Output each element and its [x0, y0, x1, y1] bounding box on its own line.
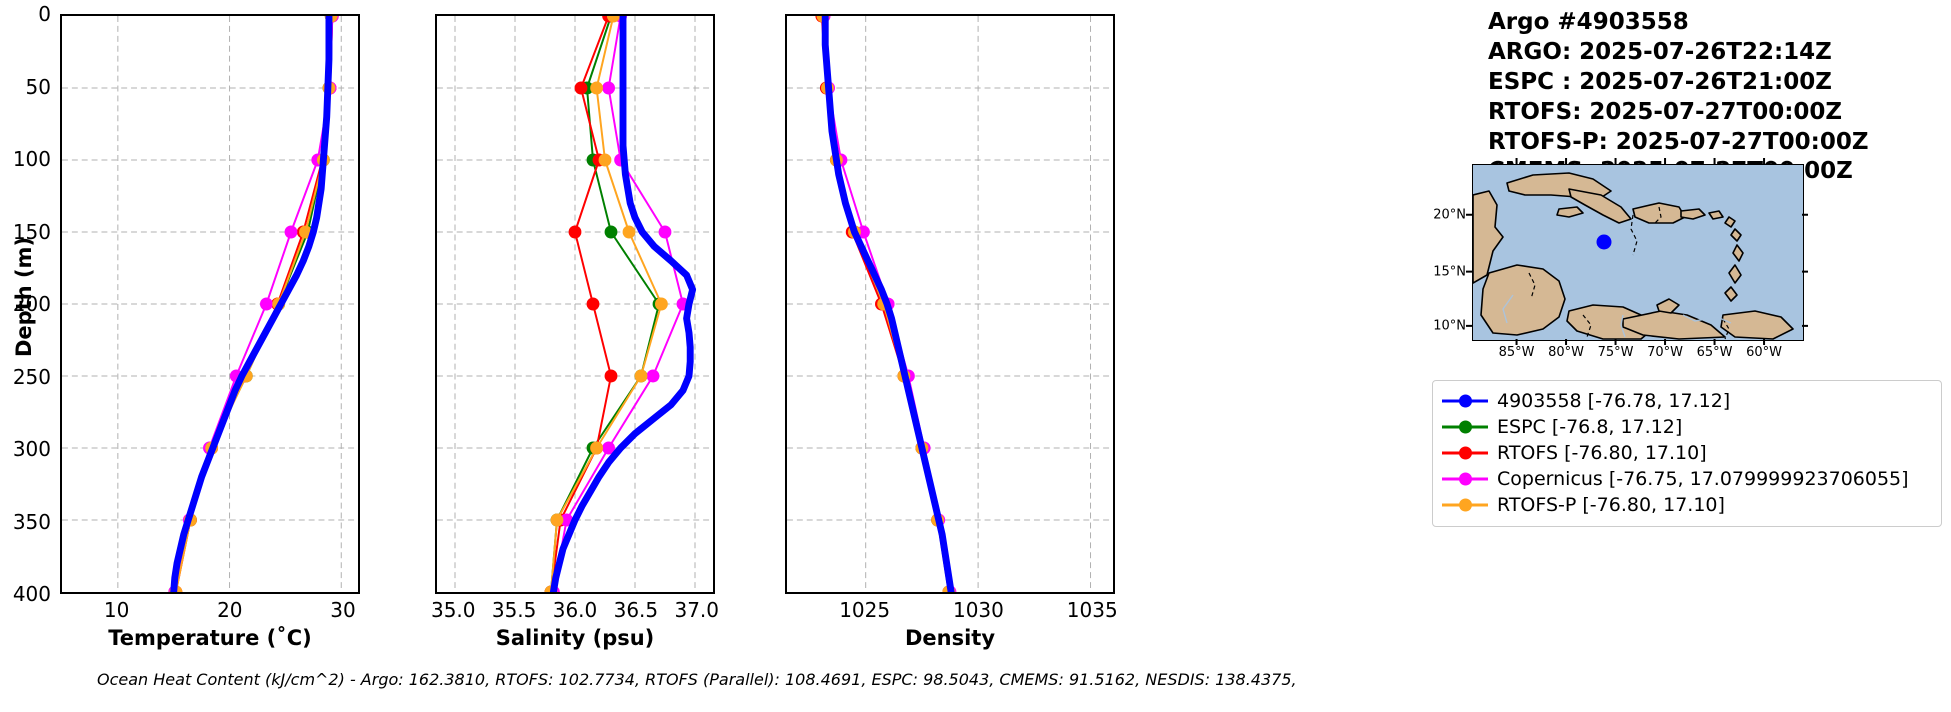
- map-borders: [1528, 206, 1730, 340]
- x-tick-label: 1035: [1066, 598, 1118, 622]
- map-lat-label: 10°N: [1433, 318, 1466, 334]
- data-point: [574, 81, 588, 95]
- data-point: [602, 81, 616, 95]
- map-lon-label: 80°W: [1548, 345, 1584, 360]
- data-point: [586, 297, 600, 311]
- data-point: [646, 369, 660, 383]
- legend-swatch-icon: [1442, 444, 1488, 462]
- legend-dot: [1459, 394, 1472, 408]
- header-line-1: ARGO: 2025-07-26T22:14Z: [1488, 38, 1832, 65]
- data-point: [598, 153, 612, 167]
- data-point: [560, 513, 574, 527]
- series-4903558: [821, 16, 955, 592]
- legend-dot: [1459, 472, 1472, 486]
- data-point: [857, 225, 870, 239]
- data-point: [606, 16, 620, 23]
- legend-label: 4903558 [-76.78, 17.12]: [1497, 390, 1731, 412]
- map-tick-marks: [1466, 158, 1808, 345]
- legend-item[interactable]: RTOFS-P [-76.80, 17.10]: [1442, 492, 1932, 518]
- legend-item[interactable]: Copernicus [-76.75, 17.079999923706055]: [1442, 466, 1932, 492]
- header-line-0: Argo #4903558: [1488, 9, 1689, 35]
- series-4903558: [170, 16, 333, 592]
- legend-dot: [1459, 446, 1472, 460]
- data-point: [602, 441, 616, 455]
- y-tick-label: 350: [12, 509, 51, 534]
- x-tick-label: 36.0: [552, 598, 598, 622]
- y-tick-label: 0: [38, 2, 51, 26]
- salinity-panel: [435, 14, 715, 594]
- temperature-plot-area: [62, 16, 358, 592]
- legend-swatch-icon: [1442, 470, 1488, 488]
- legend-label: RTOFS-P [-76.80, 17.10]: [1497, 494, 1725, 516]
- data-point: [550, 513, 564, 527]
- data-point: [604, 225, 618, 239]
- header-line-3: RTOFS: 2025-07-27T00:00Z: [1488, 98, 1843, 125]
- map-landmasses: [1473, 172, 1794, 340]
- legend-swatch-icon: [1442, 392, 1488, 410]
- map-rivers: [1502, 294, 1732, 338]
- map-lon-label: 85°W: [1498, 345, 1535, 360]
- data-point: [604, 369, 618, 383]
- map-lon-label: 60°W: [1746, 345, 1782, 360]
- x-tick-label: 35.0: [430, 598, 476, 622]
- legend-dot: [1459, 498, 1472, 512]
- y-tick-label: 400: [12, 582, 51, 606]
- map-lon-label: 70°W: [1647, 345, 1683, 360]
- header-line-2: ESPC : 2025-07-26T21:00Z: [1488, 68, 1832, 95]
- x-axis-title: Temperature (˚C): [108, 626, 312, 650]
- header-line-4: RTOFS-P: 2025-07-27T00:00Z: [1488, 128, 1869, 155]
- legend-item[interactable]: RTOFS [-76.80, 17.10]: [1442, 440, 1932, 466]
- legend-label: Copernicus [-76.75, 17.079999923706055]: [1497, 468, 1909, 490]
- series-legend: 4903558 [-76.78, 17.12] ESPC [-76.8, 17.1…: [1432, 380, 1942, 527]
- data-point: [654, 297, 668, 311]
- density-plot-area: [787, 16, 1113, 592]
- legend-item[interactable]: 4903558 [-76.78, 17.12]: [1442, 388, 1932, 414]
- map-lat-label: 20°N: [1433, 207, 1466, 223]
- x-tick-label: 30: [330, 598, 356, 622]
- x-tick-label: 36.5: [613, 598, 659, 622]
- x-tick-label: 35.5: [491, 598, 537, 622]
- x-tick-label: 1030: [952, 598, 1004, 622]
- map-lon-label: 75°W: [1597, 345, 1634, 360]
- data-point: [284, 225, 298, 239]
- data-point: [568, 225, 582, 239]
- x-tick-label: 37.0: [674, 598, 719, 622]
- data-point: [259, 297, 273, 311]
- y-tick-label: 50: [25, 74, 51, 99]
- map-lon-label: 65°W: [1696, 345, 1733, 360]
- x-tick-label: 20: [217, 598, 243, 622]
- data-point: [590, 441, 604, 455]
- x-tick-label: 10: [103, 598, 130, 622]
- grid-lines: [62, 16, 358, 592]
- temperature-panel: [60, 14, 360, 594]
- legend-swatch-icon: [1442, 418, 1488, 436]
- x-axis-title: Salinity (psu): [495, 626, 655, 650]
- y-tick-label: 200: [12, 292, 51, 316]
- data-point: [634, 369, 648, 383]
- legend-label: ESPC [-76.8, 17.12]: [1497, 416, 1683, 438]
- grid-lines: [787, 16, 1113, 592]
- y-tick-label: 300: [12, 437, 51, 461]
- data-point: [622, 225, 636, 239]
- legend-swatch-icon: [1442, 496, 1488, 514]
- data-point: [590, 81, 604, 95]
- x-tick-label: 1025: [839, 598, 891, 622]
- series-4903558: [549, 16, 697, 592]
- map-lat-label: 15°N: [1433, 264, 1466, 280]
- legend-label: RTOFS [-76.80, 17.10]: [1497, 442, 1707, 464]
- argo-float-marker: [1596, 234, 1612, 250]
- location-map: [1472, 164, 1804, 341]
- y-tick-label: 100: [12, 147, 51, 171]
- y-tick-label: 150: [12, 219, 51, 244]
- legend-item[interactable]: ESPC [-76.8, 17.12]: [1442, 414, 1932, 440]
- y-tick-label: 250: [12, 364, 51, 389]
- legend-dot: [1459, 420, 1472, 434]
- ocean-heat-content-footnote: Ocean Heat Content (kJ/cm^2) - Argo: 162…: [97, 670, 1297, 689]
- salinity-plot-area: [437, 16, 713, 592]
- density-panel: [785, 14, 1115, 594]
- data-point: [658, 225, 672, 239]
- x-axis-title: Density: [904, 626, 996, 650]
